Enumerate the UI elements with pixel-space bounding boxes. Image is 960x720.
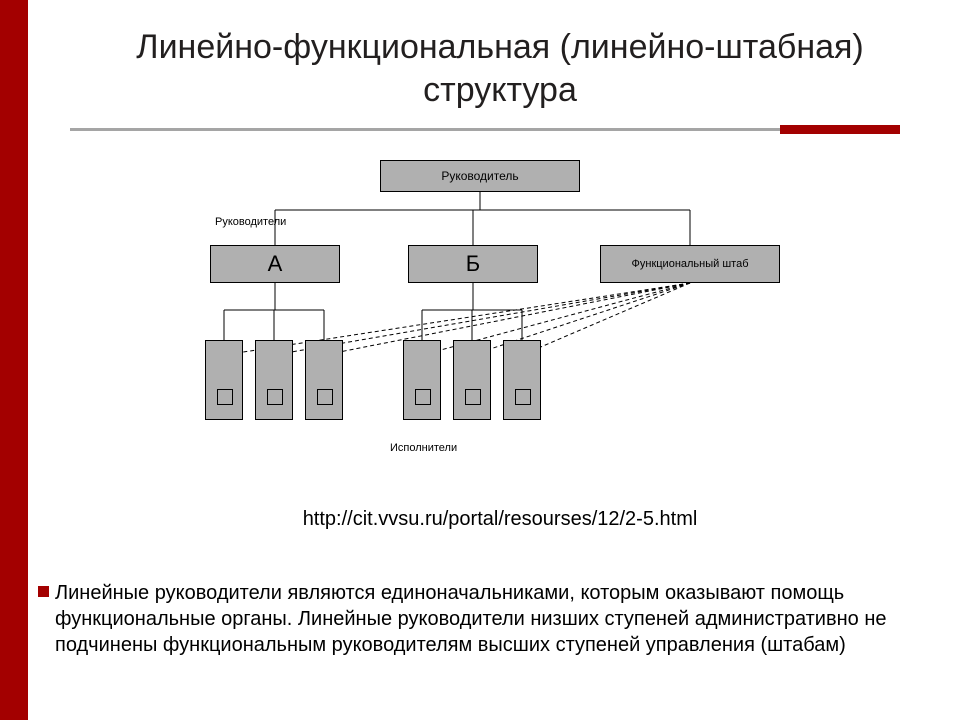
leaf-node — [503, 340, 541, 420]
slide: Линейно-функциональная (линейно-штабная)… — [0, 0, 960, 720]
leaf-node — [453, 340, 491, 420]
leaf-node — [205, 340, 243, 420]
node-a: А — [210, 245, 340, 283]
org-chart-diagram: Руководитель А Б Функциональный штаб Рук… — [150, 160, 850, 480]
node-root: Руководитель — [380, 160, 580, 192]
node-staff: Функциональный штаб — [600, 245, 780, 283]
source-url: http://cit.vvsu.ru/portal/resourses/12/2… — [150, 508, 850, 531]
body-paragraph: Линейные руководители являются единонача… — [55, 580, 915, 658]
leaf-node — [403, 340, 441, 420]
diagram-connectors — [150, 160, 850, 480]
slide-title: Линейно-функциональная (линейно-штабная)… — [100, 26, 900, 111]
bullet-icon — [38, 586, 49, 597]
title-underline — [70, 128, 900, 131]
leaf-node — [305, 340, 343, 420]
caption-managers: Руководители — [215, 216, 286, 228]
title-underline-accent — [780, 125, 900, 134]
node-b: Б — [408, 245, 538, 283]
accent-stripe — [0, 0, 28, 720]
caption-executors: Исполнители — [390, 442, 457, 454]
leaf-node — [255, 340, 293, 420]
